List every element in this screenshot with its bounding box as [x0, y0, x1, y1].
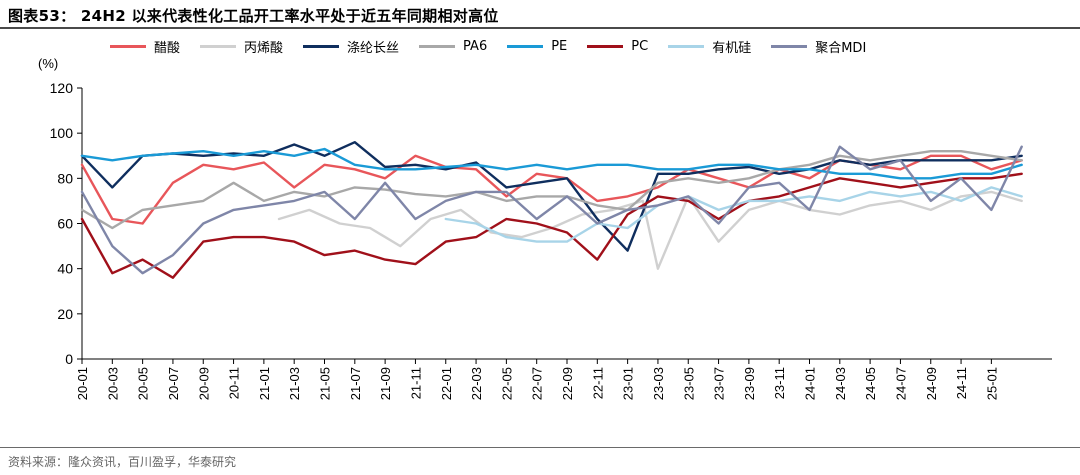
y-tick-label: 20 [57, 306, 73, 322]
series-line-1 [277, 190, 1023, 270]
y-tick-label: 120 [50, 80, 74, 96]
legend-item-pe: PE [507, 39, 567, 54]
x-tick-label: 23-11 [772, 367, 787, 399]
chart-title: 图表53： 24H2 以来代表性化工品开工率水平处于近五年同期相对高位 [8, 7, 499, 25]
legend-swatch [200, 45, 237, 48]
legend-item-silicone: 有机硅 [668, 37, 751, 56]
x-tick-label: 22-01 [439, 367, 454, 400]
chart-legend: 醋酸 丙烯酸 涤纶长丝 PA6 PE PC 有机硅 聚合MDI [110, 37, 886, 56]
x-tick-label: 22-03 [469, 367, 484, 400]
y-tick-label: 0 [65, 351, 73, 367]
x-tick-label: 23-07 [712, 367, 727, 400]
y-tick-label: 80 [57, 170, 73, 186]
legend-label: 聚合MDI [815, 41, 867, 56]
legend-label: 涤纶长丝 [347, 41, 400, 56]
legend-swatch [419, 45, 456, 48]
y-tick-label: 40 [57, 261, 73, 277]
x-tick-label: 21-01 [257, 367, 272, 400]
x-tick-label: 20-01 [75, 367, 90, 400]
legend-item-acetic-acid: 醋酸 [110, 37, 180, 56]
title-divider [0, 27, 1080, 29]
legend-swatch [110, 45, 146, 48]
x-tick-label: 24-05 [863, 367, 878, 400]
y-tick-label: 60 [57, 216, 73, 232]
legend-label: PC [631, 39, 649, 54]
legend-swatch [771, 45, 808, 48]
legend-label: PA6 [463, 39, 488, 54]
legend-swatch [507, 45, 544, 48]
series-line-5 [80, 172, 1023, 279]
x-tick-label: 24-11 [954, 367, 969, 399]
x-tick-label: 20-03 [105, 367, 120, 400]
legend-swatch [587, 45, 624, 48]
x-tick-label: 20-11 [227, 367, 242, 399]
x-tick-label: 25-01 [984, 367, 999, 400]
x-tick-label: 24-01 [803, 367, 818, 400]
x-tick-label: 21-09 [378, 367, 393, 400]
x-tick-label: 21-03 [287, 367, 302, 400]
series-line-3 [80, 149, 1023, 230]
legend-item-polymeric-mdi: 聚合MDI [771, 37, 866, 56]
series-line-4 [80, 147, 1023, 180]
x-tick-label: 24-07 [893, 367, 908, 400]
x-tick-label: 23-09 [742, 367, 757, 400]
legend-label: 醋酸 [154, 41, 181, 56]
legend-label: 有机硅 [712, 41, 752, 56]
legend-item-acrylic-acid: 丙烯酸 [200, 37, 283, 56]
x-tick-label: 20-09 [196, 367, 211, 400]
x-tick-label: 20-07 [166, 367, 181, 400]
x-tick-label: 21-11 [408, 367, 423, 399]
legend-item-polyester-filament: 涤纶长丝 [303, 37, 399, 56]
x-tick-label: 21-07 [348, 367, 363, 400]
x-tick-label: 21-05 [318, 367, 333, 400]
legend-swatch [303, 45, 340, 48]
y-tick-label: 100 [50, 125, 74, 141]
y-axis-unit: (%) [38, 56, 59, 71]
legend-item-pc: PC [587, 39, 648, 54]
source-divider [0, 447, 1080, 448]
x-tick-label: 23-05 [681, 367, 696, 400]
x-tick-label: 20-05 [136, 367, 151, 400]
legend-label: 丙烯酸 [244, 41, 284, 56]
legend-item-pa6: PA6 [419, 39, 487, 54]
source-note: 资料来源：隆众资讯，百川盈孚，华泰研究 [8, 455, 237, 469]
x-tick-label: 23-03 [651, 367, 666, 400]
x-tick-label: 22-09 [560, 367, 575, 400]
x-tick-label: 22-07 [530, 367, 545, 400]
series-line-7 [80, 145, 1023, 275]
x-tick-label: 23-01 [621, 367, 636, 400]
x-tick-label: 22-05 [499, 367, 514, 400]
x-tick-label: 24-09 [924, 367, 939, 400]
x-tick-label: 24-03 [833, 367, 848, 400]
legend-swatch [668, 45, 705, 48]
x-tick-label: 22-11 [590, 367, 605, 399]
legend-label: PE [551, 39, 568, 54]
